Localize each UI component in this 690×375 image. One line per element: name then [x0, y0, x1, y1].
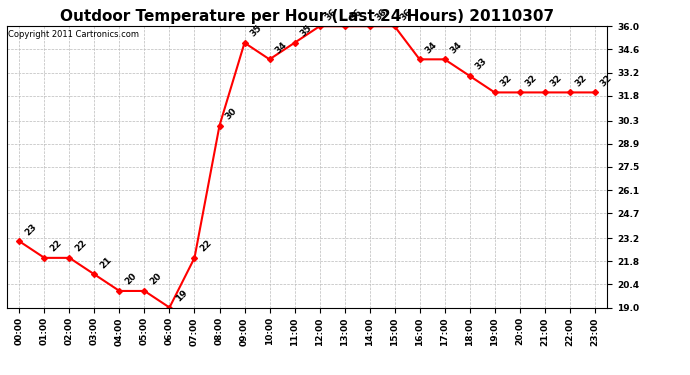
Text: 32: 32: [524, 73, 539, 88]
Text: 36: 36: [348, 7, 364, 22]
Text: 32: 32: [599, 73, 614, 88]
Text: 20: 20: [124, 272, 139, 287]
Text: 32: 32: [549, 73, 564, 88]
Title: Outdoor Temperature per Hour (Last 24 Hours) 20110307: Outdoor Temperature per Hour (Last 24 Ho…: [60, 9, 554, 24]
Text: 32: 32: [574, 73, 589, 88]
Text: 34: 34: [274, 40, 289, 55]
Text: Copyright 2011 Cartronics.com: Copyright 2011 Cartronics.com: [8, 30, 139, 39]
Text: 21: 21: [99, 255, 114, 270]
Text: 34: 34: [424, 40, 439, 55]
Text: 34: 34: [448, 40, 464, 55]
Text: 36: 36: [374, 7, 389, 22]
Text: 33: 33: [474, 57, 489, 72]
Text: 23: 23: [23, 222, 39, 237]
Text: 32: 32: [499, 73, 514, 88]
Text: 20: 20: [148, 272, 164, 287]
Text: 36: 36: [399, 7, 414, 22]
Text: 19: 19: [174, 288, 189, 303]
Text: 35: 35: [248, 23, 264, 39]
Text: 30: 30: [224, 106, 239, 122]
Text: 35: 35: [299, 23, 314, 39]
Text: 36: 36: [324, 7, 339, 22]
Text: 22: 22: [199, 238, 214, 254]
Text: 22: 22: [48, 238, 63, 254]
Text: 22: 22: [74, 238, 89, 254]
